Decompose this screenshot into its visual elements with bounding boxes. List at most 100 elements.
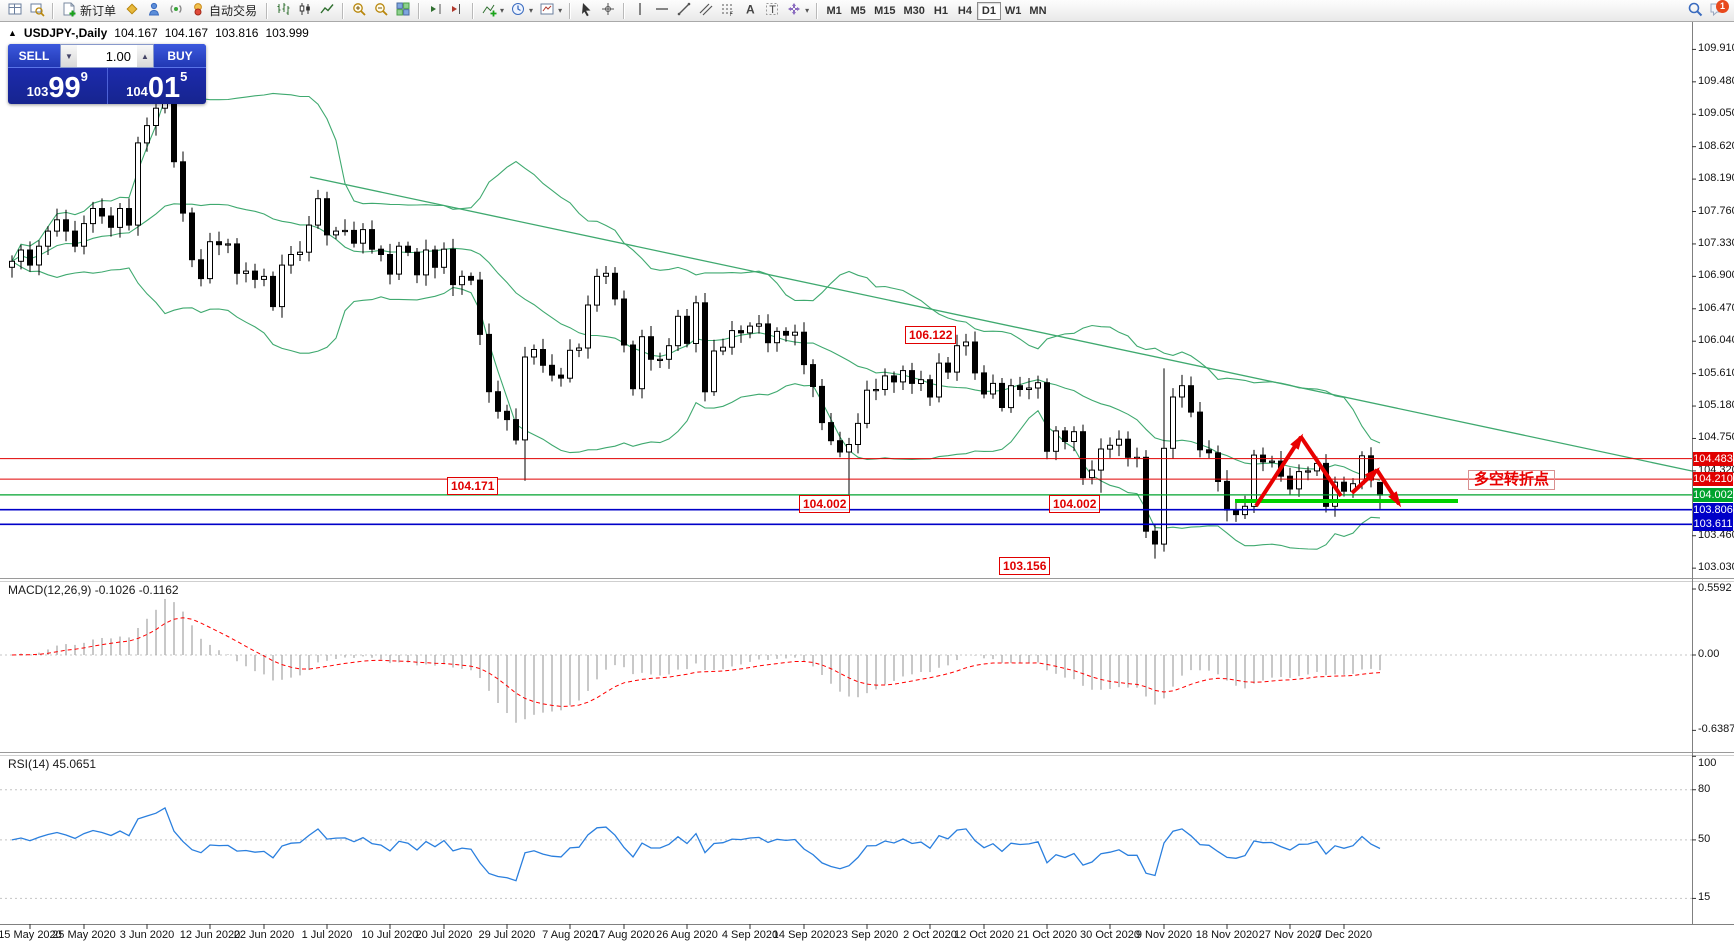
new-order-button	[61, 1, 77, 20]
ohlc-close: 103.999	[265, 26, 309, 40]
search-button[interactable]	[1684, 1, 1706, 21]
news-icon	[168, 1, 184, 20]
horizontal-line-button[interactable]	[651, 1, 673, 21]
toolbar-separator	[418, 2, 421, 19]
ohlc-low: 103.816	[215, 26, 259, 40]
timeframe-m5-button[interactable]: M5	[846, 2, 870, 20]
bar-chart-button[interactable]	[272, 1, 294, 21]
search-icon	[1687, 1, 1703, 20]
chart-profiles-button[interactable]	[26, 1, 48, 21]
chart-shift-button[interactable]	[446, 1, 468, 21]
price-callout-104171[interactable]: 104.171	[447, 477, 499, 495]
vertical-line-icon	[632, 1, 648, 20]
autotrading-button	[190, 1, 206, 20]
zoom-in-button[interactable]	[348, 1, 370, 21]
timeframe-h1-button[interactable]: H1	[929, 2, 953, 20]
channel-icon	[698, 1, 714, 20]
timeframe-d1-button[interactable]: D1	[976, 1, 1001, 20]
symbol-period: USDJPY-,Daily	[23, 26, 108, 40]
turning-point-annotation[interactable]: 多空转折点	[1468, 470, 1556, 490]
trendline-button[interactable]	[673, 1, 695, 21]
trendline-icon	[676, 1, 692, 20]
auto-scroll-icon	[427, 1, 443, 20]
zoom-out-button[interactable]	[370, 1, 392, 21]
svg-text:T: T	[769, 4, 776, 16]
rsi-panel	[0, 789, 1692, 899]
metaeditor-icon	[124, 1, 140, 20]
zoom-out-icon	[373, 1, 389, 20]
toolbar-separator	[266, 2, 269, 19]
timeframe-m15-button[interactable]: M15	[870, 2, 899, 20]
periods-icon	[510, 1, 526, 20]
bar-chart-icon	[275, 1, 291, 20]
buy-button[interactable]: BUY	[154, 44, 206, 68]
new-order-button[interactable]: 新订单	[58, 1, 121, 21]
rsi-indicator-label: RSI(14) 45.0651	[8, 757, 97, 771]
chart-shift-icon	[449, 1, 465, 20]
indicators-button[interactable]: ▾	[478, 1, 507, 21]
price-callout-106122[interactable]: 106.122	[905, 326, 957, 344]
price-callout-104002-a[interactable]: 104.002	[799, 495, 851, 513]
templates-button[interactable]: ▾	[536, 1, 565, 21]
chart-profiles-icon	[29, 1, 45, 20]
text-tool-button[interactable]: A	[739, 1, 761, 21]
tile-windows-button[interactable]	[392, 1, 414, 21]
price-callout-104002-b[interactable]: 104.002	[1049, 495, 1101, 513]
volume-increase-button[interactable]: ▲	[137, 45, 153, 67]
volume-decrease-button[interactable]: ▼	[61, 45, 77, 67]
chart-title: ▲ USDJPY-,Daily 104.167 104.167 103.816 …	[8, 26, 309, 40]
autotrading-button[interactable]: 自动交易	[187, 1, 262, 21]
macd-panel	[0, 598, 1692, 723]
text-tool-icon: A	[742, 1, 758, 20]
periods-button[interactable]: ▾	[507, 1, 536, 21]
cursor-button[interactable]	[575, 1, 597, 21]
fibonacci-button[interactable]: F	[717, 1, 739, 21]
timeframe-w1-button[interactable]: W1	[1001, 2, 1026, 20]
candlestick-chart-button[interactable]	[294, 1, 316, 21]
ohlc-open: 104.167	[114, 26, 158, 40]
chat-button[interactable]: 1	[1706, 0, 1729, 21]
templates-icon	[539, 1, 555, 20]
svg-text:A: A	[746, 3, 755, 17]
new-chart-icon	[7, 1, 23, 20]
timeframe-m1-button[interactable]: M1	[822, 2, 846, 20]
timeframe-h4-button[interactable]: H4	[953, 2, 977, 20]
text-label-icon: T	[764, 1, 780, 20]
metaeditor-button[interactable]	[121, 1, 143, 21]
signals-button[interactable]	[143, 1, 165, 21]
buy-price-handle: 104	[126, 84, 148, 99]
buy-price-point: 5	[180, 69, 188, 84]
arrows-tool-icon	[786, 1, 802, 20]
price-callout-103156[interactable]: 103.156	[999, 557, 1051, 575]
toolbar-separator	[342, 2, 345, 19]
horizontal-line-icon	[654, 1, 670, 20]
auto-scroll-button[interactable]	[424, 1, 446, 21]
volume-input[interactable]	[77, 45, 137, 67]
vertical-line-button[interactable]	[629, 1, 651, 21]
arrows-tool-button[interactable]: ▾	[783, 1, 812, 21]
one-click-trading-panel: SELL ▼ ▲ BUY 103 99 9 104 01 5	[8, 44, 206, 104]
news-button[interactable]	[165, 1, 187, 21]
crosshair-button[interactable]	[597, 1, 619, 21]
timeframe-mn-button[interactable]: MN	[1025, 2, 1050, 20]
new-chart-button[interactable]	[4, 1, 26, 21]
cursor-icon	[578, 1, 594, 20]
fibonacci-icon: F	[720, 1, 736, 20]
line-chart-icon	[319, 1, 335, 20]
crosshair-icon	[600, 1, 616, 20]
channel-button[interactable]	[695, 1, 717, 21]
line-chart-button[interactable]	[316, 1, 338, 21]
text-label-button[interactable]: T	[761, 1, 783, 21]
macd-indicator-label: MACD(12,26,9) -0.1026 -0.1162	[8, 583, 179, 597]
collapse-marker-icon: ▲	[8, 28, 17, 38]
buy-price[interactable]: 104 01 5	[108, 68, 207, 104]
toolbar-separator	[623, 2, 626, 19]
toolbar: 新订单 自动交易 ▾ ▾ ▾ F A T ▾ M1 M5 M15 M30 H1 H4 D1 W1 MN 1	[0, 0, 1734, 22]
sell-button[interactable]: SELL	[8, 44, 60, 68]
toolbar-separator	[52, 2, 54, 19]
sell-price[interactable]: 103 99 9	[8, 68, 107, 104]
timeframe-m30-button[interactable]: M30	[900, 2, 929, 20]
signals-icon	[146, 1, 162, 20]
